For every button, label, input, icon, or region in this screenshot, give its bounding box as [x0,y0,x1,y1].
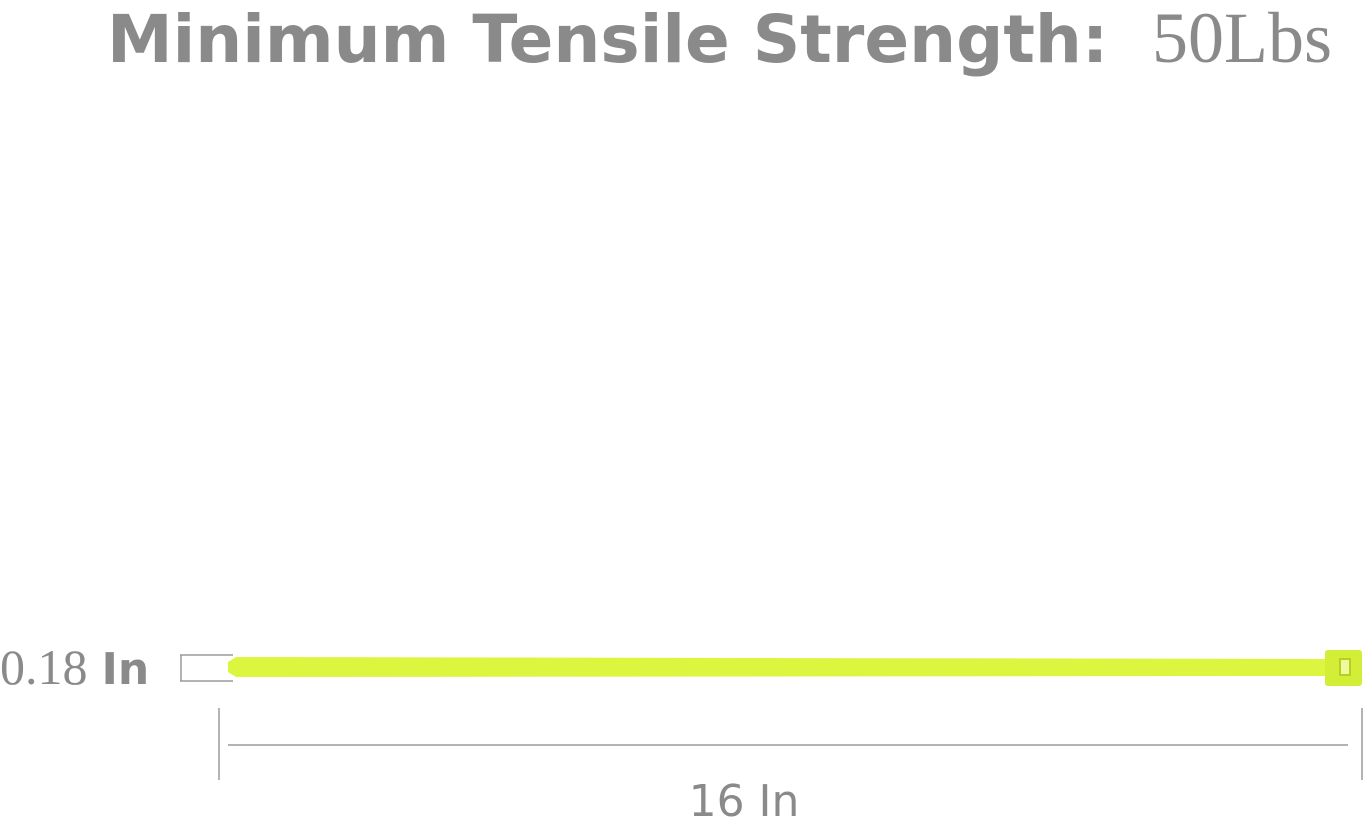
width-label: 0.18 In [0,639,149,695]
title-label: Minimum Tensile Strength: [107,1,1108,78]
title-value: 50Lbs [1152,0,1332,78]
width-value: 0.18 [0,639,88,695]
width-unit: In [102,644,150,695]
tie-strap [228,657,1330,677]
cable-tie [228,650,1362,686]
width-bracket [180,654,233,682]
tie-slot [1339,658,1351,676]
length-dimension [218,708,1363,780]
length-label: 16 In [689,776,800,821]
